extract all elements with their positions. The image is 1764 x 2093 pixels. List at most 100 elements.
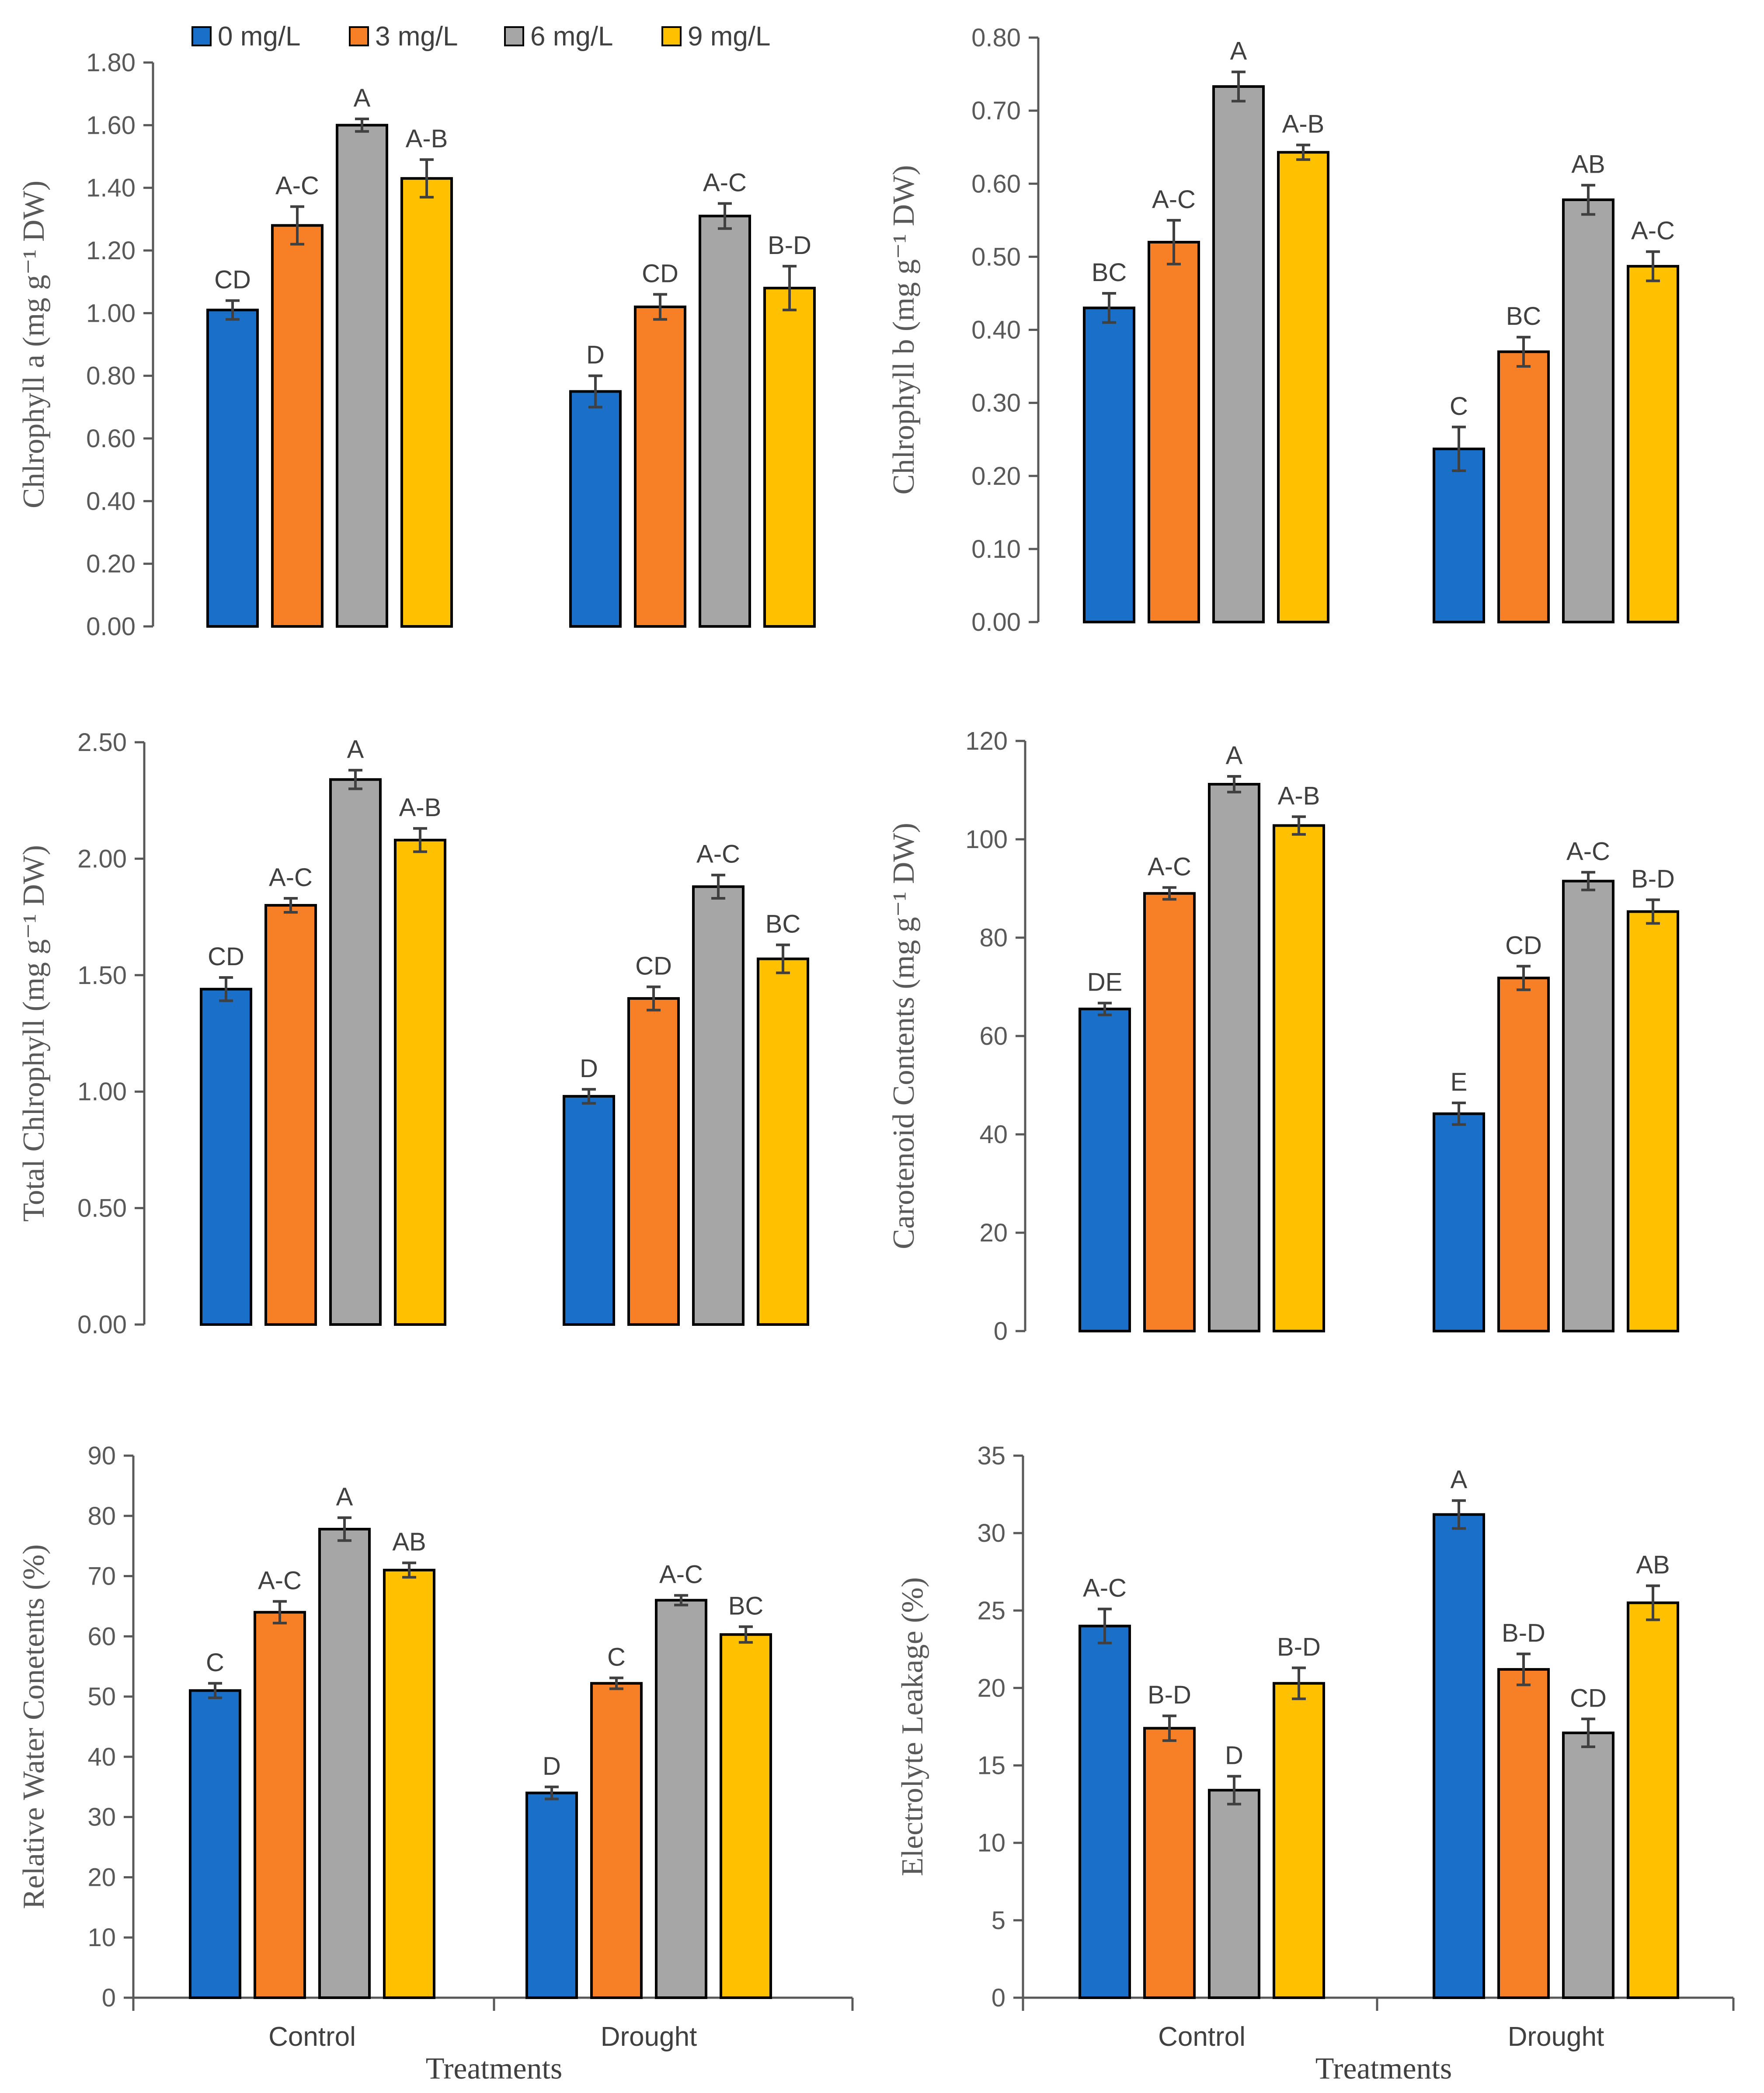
y-axis-title: Carotenoid Contents (mg g⁻¹ DW) — [887, 823, 921, 1249]
bar-control-9mgl — [1273, 824, 1325, 1332]
significance-letter: BC — [1506, 302, 1541, 330]
bar-drought-3mgl — [1497, 977, 1550, 1332]
y-tick-label: 60 — [87, 1622, 116, 1651]
significance-letter: A-C — [659, 1561, 703, 1589]
legend-label: 6 mg/L — [530, 21, 613, 52]
bar-drought-9mgl — [757, 957, 809, 1326]
y-tick-label: 35 — [977, 1442, 1006, 1470]
y-tick-label: 10 — [87, 1923, 116, 1952]
significance-letter: A-B — [406, 125, 448, 153]
significance-letter: A-C — [696, 840, 740, 869]
bar-control-3mgl — [1143, 1727, 1196, 1999]
legend-label: 0 mg/L — [218, 21, 301, 52]
bar-control-3mgl — [1143, 892, 1196, 1332]
x-axis-title-right: Treatments — [1315, 2052, 1452, 2086]
y-tick-label: 0.60 — [971, 170, 1021, 198]
significance-letter: A — [354, 84, 371, 112]
y-tick-label: 0 — [102, 1984, 116, 2012]
y-tick-label: 0.50 — [77, 1194, 127, 1223]
bar-drought-6mgl — [692, 885, 745, 1326]
significance-letter: AB — [1571, 150, 1605, 179]
y-tick-label: 1.00 — [77, 1078, 127, 1106]
y-axis-title: Chlrophyll b (mg g⁻¹ DW) — [887, 165, 921, 495]
legend-swatch — [661, 26, 682, 46]
significance-letter: A-C — [275, 172, 319, 200]
significance-letter: A-C — [1566, 837, 1610, 866]
bar-drought-9mgl — [763, 287, 816, 628]
bar-control-3mgl — [271, 224, 324, 628]
significance-letter: DE — [1087, 968, 1123, 997]
y-tick-label: 10 — [977, 1829, 1006, 1857]
y-tick-label: 15 — [977, 1752, 1006, 1780]
significance-letter: A-C — [1148, 852, 1191, 881]
significance-letter: B-D — [1502, 1619, 1545, 1647]
bar-drought-3mgl — [627, 997, 680, 1326]
y-tick-label: 80 — [87, 1502, 116, 1530]
bar-drought-6mgl — [1562, 198, 1614, 623]
significance-letter: B-D — [1277, 1633, 1321, 1661]
y-tick-label: 0.70 — [971, 97, 1021, 125]
y-tick-label: 100 — [965, 825, 1008, 854]
bar-control-9mgl — [383, 1568, 435, 1999]
y-tick-label: 0.20 — [971, 462, 1021, 490]
bar-control-0mgl — [200, 987, 252, 1326]
y-tick-label: 1.80 — [86, 49, 136, 77]
y-tick-label: 1.00 — [86, 299, 136, 327]
x-category-label: Drought — [601, 2022, 697, 2052]
significance-letter: BC — [728, 1592, 764, 1620]
total-chlorophyll-chart: 0.00 0.50 1.00 1.50 2.00 2.50 Total Chlrophyll… — [17, 728, 809, 1339]
y-tick-label: 2.50 — [77, 728, 127, 757]
significance-letter: CD — [635, 952, 672, 980]
bar-drought-0mgl — [569, 390, 622, 628]
bar-control-0mgl — [1079, 1008, 1131, 1332]
significance-letter: A — [1230, 37, 1247, 66]
significance-letter: A-C — [269, 863, 313, 892]
bar-control-6mgl — [329, 778, 382, 1326]
significance-letter: A-B — [399, 793, 442, 822]
significance-letter: A-C — [1152, 185, 1196, 214]
y-tick-label: 70 — [87, 1562, 116, 1591]
significance-letter: D — [1225, 1741, 1243, 1770]
significance-letter: D — [580, 1054, 598, 1083]
significance-letter: A — [347, 735, 364, 764]
y-tick-label: 20 — [977, 1674, 1006, 1702]
y-tick-label: 20 — [979, 1219, 1008, 1247]
bar-control-0mgl — [1083, 306, 1135, 623]
bar-control-9mgl — [394, 838, 446, 1326]
y-tick-label: 2.00 — [77, 845, 127, 873]
bar-drought-9mgl — [720, 1633, 772, 1999]
significance-letter: CD — [1505, 931, 1542, 960]
significance-letter: C — [1450, 392, 1468, 421]
significance-letter: CD — [1570, 1684, 1607, 1712]
significance-letter: B-D — [1631, 865, 1675, 893]
relative-water-content-chart: 0 10 20 30 40 50 60 70 80 90 Relative Water Conete… — [17, 1442, 854, 2052]
bar-control-0mgl — [189, 1689, 241, 1999]
bar-control-6mgl — [1212, 85, 1265, 623]
bar-drought-3mgl — [1497, 1668, 1550, 1999]
y-tick-label: 80 — [979, 924, 1008, 952]
y-tick-label: 0.00 — [86, 612, 136, 641]
bar-drought-9mgl — [1627, 265, 1679, 623]
significance-letter: C — [206, 1648, 224, 1677]
y-tick-label: 0.10 — [971, 535, 1021, 563]
y-tick-label: 0 — [994, 1317, 1008, 1346]
legend: 0 mg/L 3 mg/L 6 mg/L 9 mg/L — [191, 21, 771, 52]
y-tick-label: 0.80 — [86, 362, 136, 390]
bar-control-3mgl — [1148, 240, 1200, 623]
bar-drought-6mgl — [699, 215, 751, 628]
significance-letter: D — [543, 1752, 561, 1780]
y-tick-label: 0.00 — [77, 1311, 127, 1339]
y-tick-label: 0.40 — [86, 487, 136, 515]
significance-letter: A-B — [1282, 110, 1325, 139]
significance-letter: B-D — [768, 231, 811, 260]
y-tick-label: 20 — [87, 1863, 116, 1891]
y-tick-label: 0.20 — [86, 550, 136, 578]
significance-letter: BC — [1092, 258, 1127, 287]
significance-letter: BC — [765, 910, 801, 939]
bar-drought-0mgl — [563, 1095, 615, 1326]
carotenoid-chart: 0 20 40 60 80 100 120 Carotenoid Contents (mg g… — [887, 727, 1679, 1346]
y-tick-label: 0.40 — [971, 316, 1021, 344]
y-tick-label: 1.20 — [86, 236, 136, 265]
x-category-label: Drought — [1508, 2022, 1604, 2052]
